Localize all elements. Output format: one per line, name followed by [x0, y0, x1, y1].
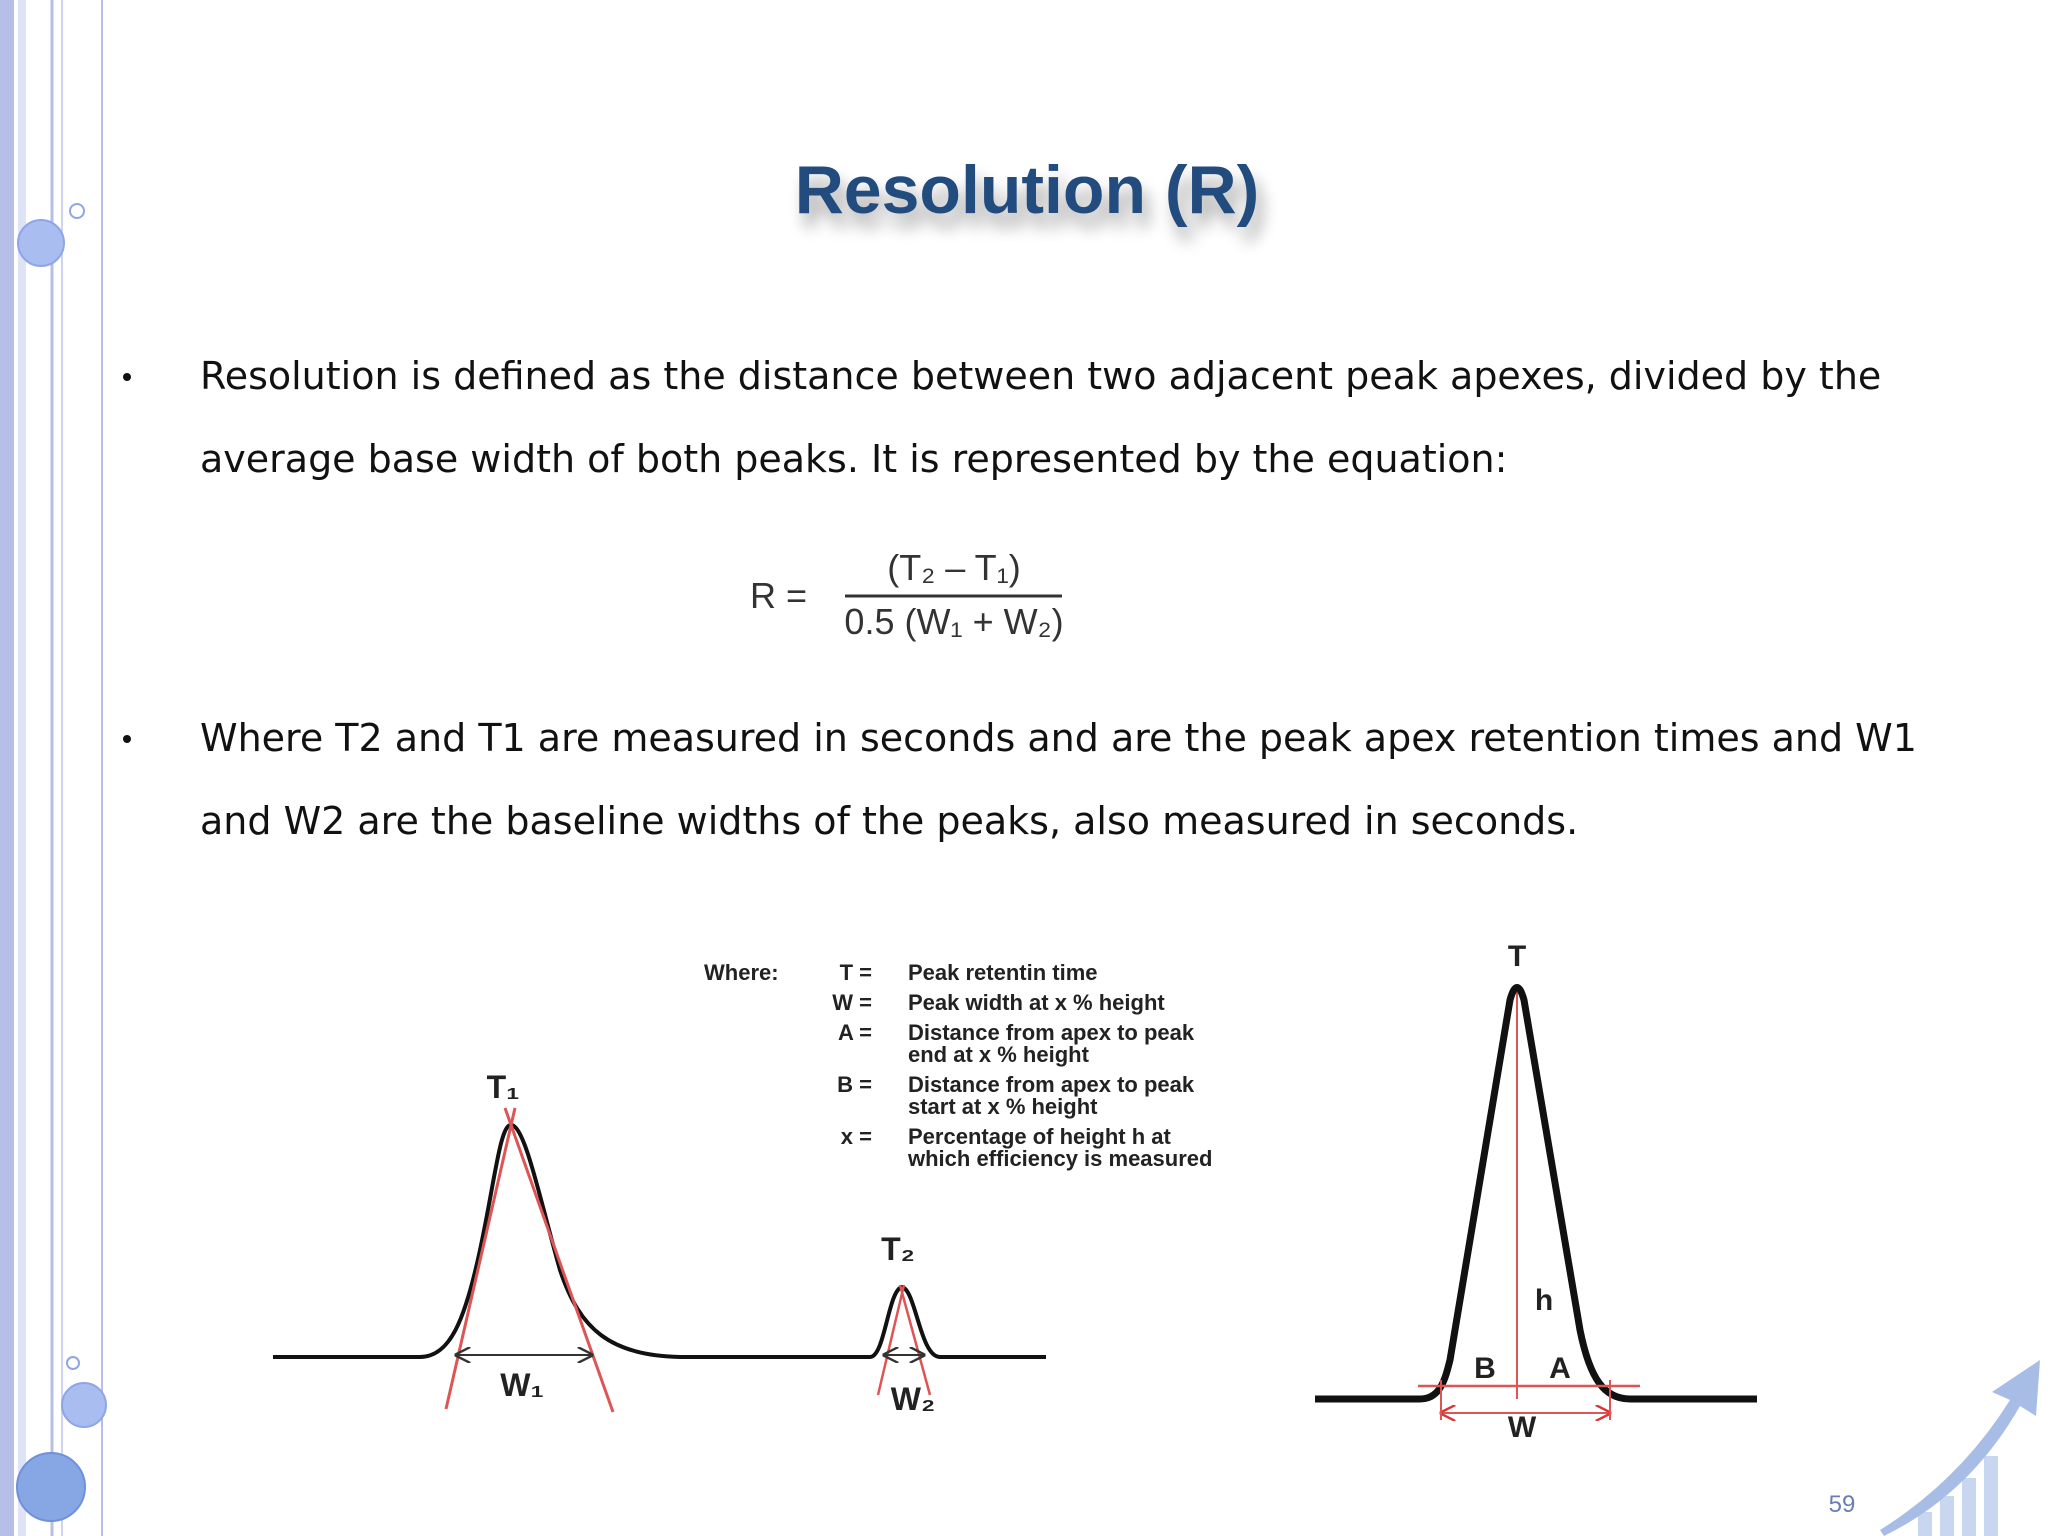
chromatogram	[273, 1107, 1046, 1413]
equation-lhs: R =	[750, 575, 807, 616]
peak-label: T₂	[881, 1231, 915, 1267]
bullet-text: average base width of both peaks. It is …	[200, 437, 1507, 481]
tangent-line	[876, 1284, 906, 1396]
legend-term: T =	[840, 960, 872, 985]
peak-label: W₁	[500, 1367, 543, 1403]
bullet-dot	[123, 735, 131, 743]
legend-text: Percentage of height h at	[908, 1124, 1171, 1149]
equation-numerator: (T₂ – T₁)	[887, 547, 1020, 588]
peak-label: T	[1508, 940, 1526, 973]
slide-title: Resolution (R)	[795, 152, 1260, 228]
peak-trace	[1315, 984, 1757, 1403]
tangent-line	[503, 1107, 615, 1413]
legend-heading: Where:	[704, 960, 779, 985]
page-number: 59	[1829, 1491, 1856, 1518]
legend-term: A =	[838, 1020, 872, 1045]
legend-text: which efficiency is measured	[907, 1146, 1212, 1171]
legend-text: start at x % height	[908, 1094, 1098, 1119]
tangent-line	[444, 1107, 517, 1410]
bullet-text: Where T2 and T1 are measured in seconds …	[200, 716, 1917, 760]
peak-label: B	[1474, 1352, 1496, 1385]
legend-term: W =	[832, 990, 872, 1015]
tangent-line	[898, 1284, 932, 1396]
bullet-text: and W2 are the baseline widths of the pe…	[200, 799, 1578, 843]
figure-legend: Where: T = Peak retentin time W = Peak widt…	[704, 960, 1212, 1171]
peak-label: T₁	[487, 1069, 520, 1105]
peak-label: A	[1549, 1352, 1571, 1385]
legend-text: Peak width at x % height	[908, 990, 1165, 1015]
bullet-text: Resolution is defined as the distance be…	[200, 354, 1881, 398]
peak-label: W	[1508, 1411, 1537, 1444]
efficiency-peak	[1315, 984, 1757, 1421]
peak-labels: T₁ W₁ T₂ W₂	[487, 1069, 936, 1417]
bullet-list: Resolution is defined as the distance be…	[123, 354, 1917, 843]
legend-text: end at x % height	[908, 1042, 1090, 1067]
efficiency-labels: T h B A W	[1474, 940, 1571, 1444]
legend-term: B =	[837, 1072, 872, 1097]
peak-label: h	[1535, 1284, 1553, 1317]
legend-text: Distance from apex to peak	[908, 1072, 1195, 1097]
bullet-dot	[123, 373, 131, 381]
peak-label: W₂	[891, 1381, 935, 1417]
peak-trace	[273, 1122, 1046, 1359]
growth-icon	[1880, 1360, 2040, 1536]
equation-denominator: 0.5 (W₁ + W₂)	[844, 601, 1063, 642]
legend-text: Peak retentin time	[908, 960, 1098, 985]
equation: R = (T₂ – T₁) 0.5 (W₁ + W₂)	[750, 547, 1064, 642]
legend-term: x =	[841, 1124, 872, 1149]
side-decoration	[0, 0, 107, 1536]
legend-text: Distance from apex to peak	[908, 1020, 1195, 1045]
